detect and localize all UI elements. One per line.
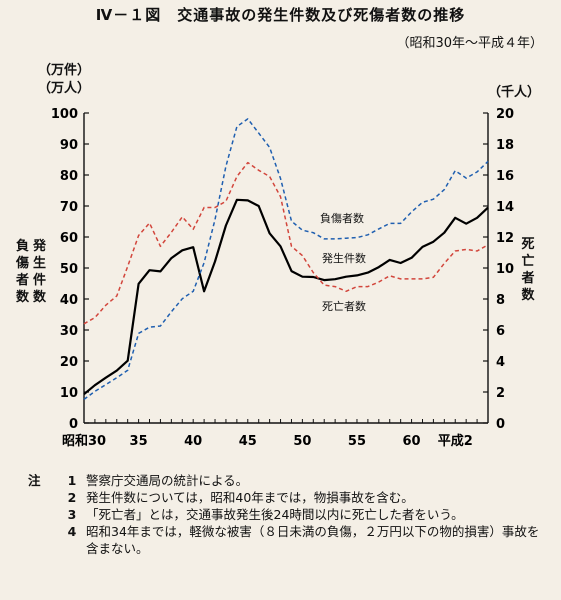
- line-chart: 0 10 20 30 40 50 60 70 80 90 100 0 2 4 6 8 10 12 14 16 18 20…: [51, 107, 514, 449]
- series-label: 死亡者数: [322, 299, 366, 313]
- right-tick-label: 18: [496, 138, 514, 153]
- x-tick-label: 60: [403, 434, 421, 449]
- left-tick-label: 60: [60, 231, 78, 246]
- left-axis-title-column: 発生件数: [32, 239, 46, 305]
- notes-block: 注 1 警察庁交通局の統計による。 2 発生件数については，昭和40年までは，物損事故を…: [28, 472, 548, 557]
- series-lines: [83, 118, 489, 401]
- left-unit-2: （万人）: [38, 81, 91, 96]
- x-tick-label: 45: [239, 434, 257, 449]
- x-tick-label: 40: [184, 434, 202, 449]
- x-tick-label: 平成2: [438, 433, 473, 449]
- left-tick-label: 30: [60, 324, 78, 339]
- right-unit: （千人）: [488, 85, 541, 100]
- left-axis-title-column: 負傷者数: [15, 239, 29, 305]
- note-item: 3 「死亡者」とは，交通事故発生後24時間以内に死亡した者をいう。: [67, 507, 464, 522]
- chart-subtitle: （昭和30年～平成４年）: [396, 36, 543, 51]
- x-tick-label: 50: [293, 434, 311, 449]
- left-tick-label: 100: [51, 107, 78, 122]
- left-tick-label: 50: [60, 262, 78, 277]
- chart-title: Ⅳ－１図 交通事故の発生件数及び死傷者数の推移: [95, 6, 466, 24]
- left-tick-label: 10: [60, 386, 78, 401]
- right-tick-label: 0: [496, 417, 505, 432]
- right-axis-title: 死亡者数: [521, 237, 535, 303]
- series-line-死亡者数: [83, 161, 489, 325]
- left-tick-label: 90: [60, 138, 78, 153]
- note-item: 2 発生件数については，昭和40年までは，物損事故を含む。: [67, 490, 414, 505]
- left-tick-label: 0: [69, 417, 78, 432]
- right-tick-label: 6: [496, 324, 505, 339]
- x-axis-ticks: 昭和30 35 40 45 50 55 60 平成2: [62, 419, 489, 449]
- right-axis-ticks: 0 2 4 6 8 10 12 14 16 18 20: [483, 107, 514, 432]
- left-tick-label: 80: [60, 169, 78, 184]
- note-item: 4 昭和34年までは，軽微な被害（８日未満の負傷，２万円以下の物的損害）事故を含ま…: [67, 524, 540, 556]
- right-tick-label: 16: [496, 169, 514, 184]
- left-tick-label: 70: [60, 200, 78, 215]
- left-axis-ticks: 0 10 20 30 40 50 60 70 80 90 100: [51, 107, 89, 432]
- left-tick-label: 20: [60, 355, 78, 370]
- right-tick-label: 12: [496, 231, 514, 246]
- left-tick-label: 40: [60, 293, 78, 308]
- series-label: 発生件数: [322, 251, 366, 265]
- right-tick-label: 10: [496, 262, 514, 277]
- x-tick-label: 35: [130, 434, 148, 449]
- series-line-負傷者数: [83, 118, 489, 401]
- left-unit-1: （万件）: [38, 63, 91, 78]
- series-label: 負傷者数: [320, 211, 364, 225]
- x-tick-label: 昭和30: [62, 433, 106, 449]
- left-axis-title: 発生件数負傷者数: [6, 238, 46, 306]
- note-item: 注 1 警察庁交通局の統計による。: [28, 473, 249, 488]
- series-line-発生件数: [83, 198, 489, 396]
- right-tick-label: 2: [496, 386, 505, 401]
- right-tick-label: 20: [496, 107, 514, 122]
- right-tick-label: 14: [496, 200, 514, 215]
- chart-frame: [83, 113, 489, 424]
- x-tick-label: 55: [348, 434, 366, 449]
- right-tick-label: 4: [496, 355, 505, 370]
- right-tick-label: 8: [496, 293, 505, 308]
